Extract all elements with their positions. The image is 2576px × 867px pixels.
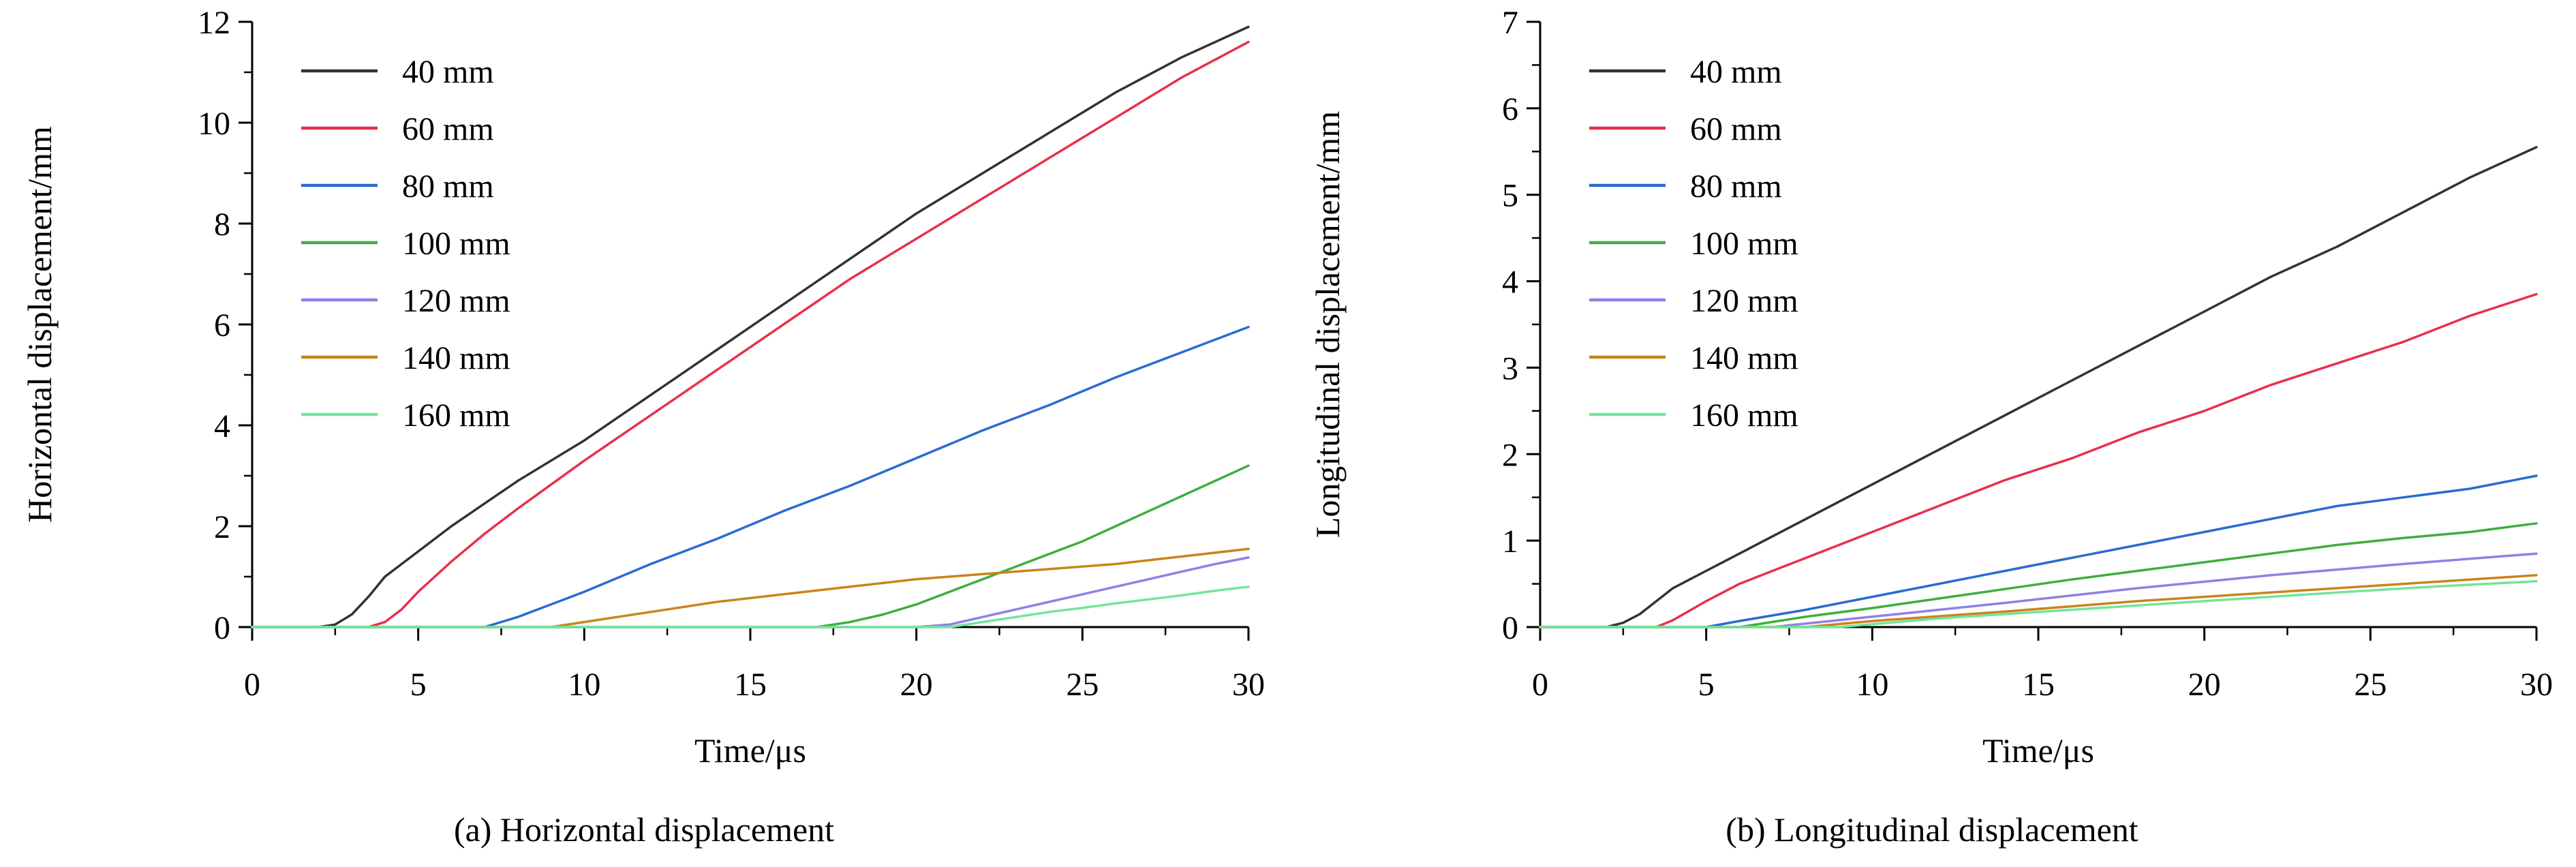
svg-text:6: 6 — [214, 307, 230, 344]
svg-text:15: 15 — [2022, 667, 2055, 703]
svg-text:Time/μs: Time/μs — [694, 731, 806, 770]
svg-text:0: 0 — [1502, 610, 1518, 646]
svg-text:25: 25 — [2354, 667, 2387, 703]
svg-text:12: 12 — [198, 5, 230, 41]
svg-text:4: 4 — [214, 408, 230, 444]
svg-text:5: 5 — [410, 667, 427, 703]
svg-text:30: 30 — [1232, 667, 1265, 703]
svg-text:2: 2 — [1502, 437, 1518, 473]
svg-text:120 mm: 120 mm — [1690, 283, 1798, 319]
svg-text:140 mm: 140 mm — [1690, 340, 1798, 376]
svg-text:1: 1 — [1502, 523, 1518, 560]
svg-text:7: 7 — [1502, 5, 1518, 41]
svg-text:Time/μs: Time/μs — [1982, 731, 2094, 770]
svg-text:Longitudinal displacement/mm: Longitudinal displacement/mm — [1308, 111, 1347, 538]
svg-text:0: 0 — [244, 667, 260, 703]
svg-text:0: 0 — [214, 610, 230, 646]
chart-caption-longitudinal: (b) Longitudinal displacement — [1726, 810, 2138, 849]
svg-text:Horizontal displacement/mm: Horizontal displacement/mm — [20, 126, 59, 523]
svg-text:10: 10 — [1856, 667, 1888, 703]
svg-text:25: 25 — [1066, 667, 1099, 703]
chart-panel-horizontal: 0 5 10 15 20 25 30 0 2 4 6 8 10 12 Time/μs Horizontal d… — [20, 5, 1265, 849]
svg-text:15: 15 — [734, 667, 767, 703]
svg-text:30: 30 — [2520, 667, 2553, 703]
svg-text:5: 5 — [1502, 178, 1518, 214]
svg-text:100 mm: 100 mm — [402, 226, 510, 262]
svg-text:10: 10 — [198, 106, 230, 142]
svg-text:40 mm: 40 mm — [402, 54, 494, 90]
svg-text:6: 6 — [1502, 91, 1518, 127]
svg-text:160 mm: 160 mm — [1690, 397, 1798, 434]
svg-text:160 mm: 160 mm — [402, 397, 510, 434]
svg-text:100 mm: 100 mm — [1690, 226, 1798, 262]
svg-text:60 mm: 60 mm — [402, 111, 494, 147]
svg-text:4: 4 — [1502, 264, 1518, 301]
svg-text:2: 2 — [214, 509, 230, 545]
svg-text:60 mm: 60 mm — [1690, 111, 1782, 147]
longitudinal-displacement-chart: 0 5 10 15 20 25 30 0 1 2 3 4 5 6 7 Time/μs Longitudinal … — [1308, 5, 2553, 770]
svg-text:80 mm: 80 mm — [402, 168, 494, 204]
horizontal-displacement-chart: 0 5 10 15 20 25 30 0 2 4 6 8 10 12 Time/μs Horizontal d… — [20, 5, 1265, 770]
svg-text:40 mm: 40 mm — [1690, 54, 1782, 90]
chart-caption-horizontal: (a) Horizontal displacement — [453, 810, 835, 849]
svg-text:8: 8 — [214, 207, 230, 243]
svg-text:80 mm: 80 mm — [1690, 168, 1782, 204]
svg-text:140 mm: 140 mm — [402, 340, 510, 376]
svg-text:0: 0 — [1532, 667, 1548, 703]
svg-text:20: 20 — [2188, 667, 2221, 703]
svg-text:5: 5 — [1698, 667, 1715, 703]
svg-text:120 mm: 120 mm — [402, 283, 510, 319]
svg-text:3: 3 — [1502, 350, 1518, 386]
chart-panel-longitudinal: 0 5 10 15 20 25 30 0 1 2 3 4 5 6 7 Time/μs Longitudinal … — [1288, 0, 2576, 867]
svg-text:20: 20 — [900, 667, 933, 703]
svg-text:10: 10 — [568, 667, 600, 703]
